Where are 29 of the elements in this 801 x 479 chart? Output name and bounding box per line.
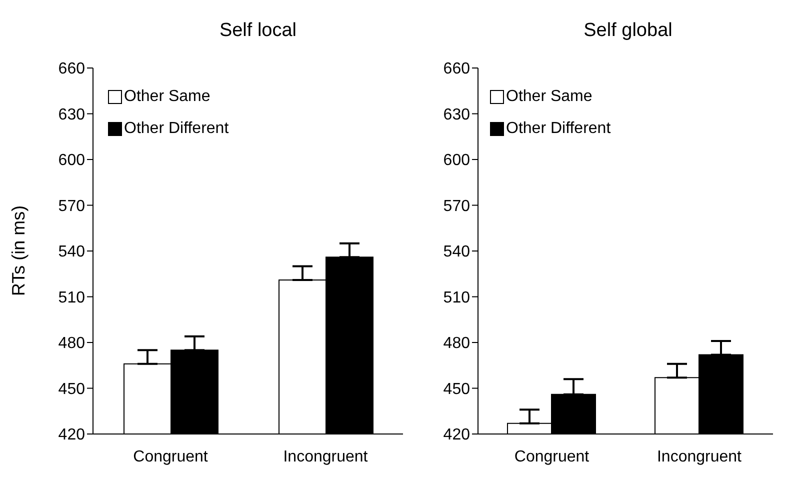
- y-axis-title: RTs (in ms): [8, 205, 28, 296]
- y-tick-label: 510: [58, 289, 86, 306]
- y-tick-label: 570: [443, 198, 470, 215]
- x-tick-label: Incongruent: [283, 448, 368, 466]
- x-tick-label: Incongruent: [656, 448, 742, 466]
- y-tick-label: 480: [443, 335, 470, 352]
- y-tick-label: 570: [58, 198, 86, 215]
- y-tick-label: 510: [443, 289, 470, 306]
- y-tick-label: 660: [58, 60, 86, 78]
- chart-title: Self global: [582, 19, 674, 43]
- y-tick-label: 540: [58, 244, 86, 261]
- y-tick-label: 600: [443, 152, 470, 170]
- legend-label: Other Different: [506, 120, 611, 138]
- y-tick-label: 450: [58, 380, 86, 398]
- y-tick-label: 480: [58, 335, 86, 352]
- y-tick-label: 630: [443, 106, 470, 124]
- legend-label: Other Different: [124, 120, 229, 138]
- y-tick-label: 420: [443, 426, 470, 444]
- y-tick-label: 450: [443, 380, 470, 398]
- y-tick-label: 660: [443, 60, 470, 78]
- chart-title: Self local: [218, 19, 298, 43]
- y-tick-label: 600: [58, 152, 86, 170]
- y-tick-label: 540: [443, 244, 470, 261]
- y-tick-label: 420: [58, 426, 86, 444]
- x-tick-label: Congruent: [514, 448, 590, 466]
- x-tick-label: Congruent: [133, 448, 208, 466]
- legend-label: Other Same: [506, 88, 592, 106]
- y-tick-label: 630: [58, 106, 86, 124]
- legend-label: Other Same: [124, 88, 210, 106]
